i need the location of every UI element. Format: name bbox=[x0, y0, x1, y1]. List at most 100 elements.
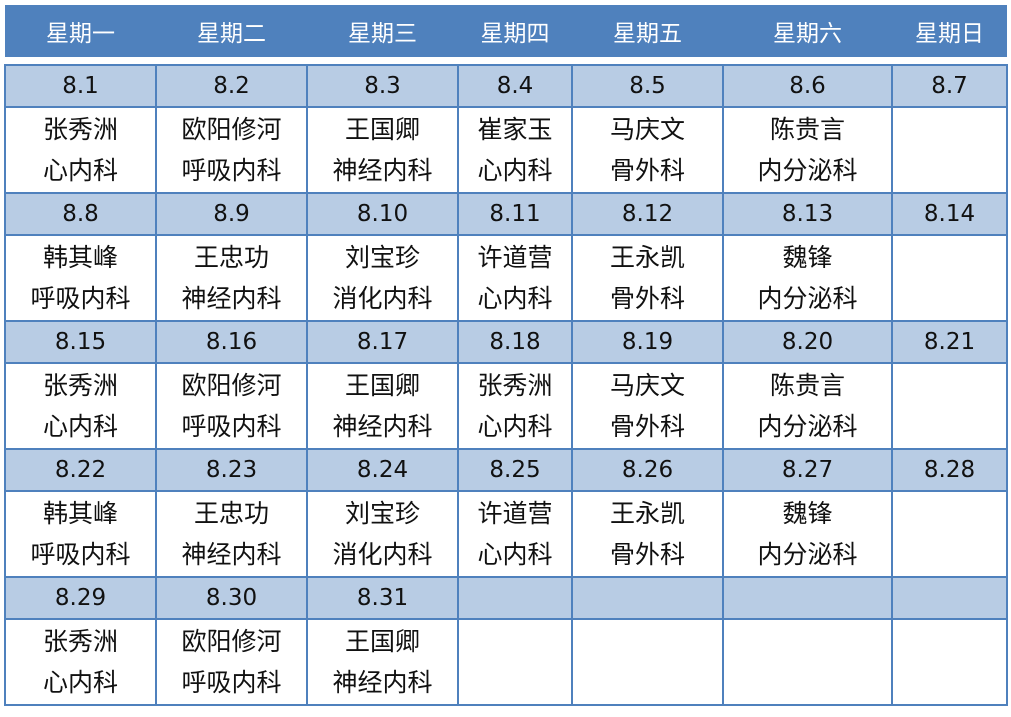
date-cell: 8.27 bbox=[722, 448, 893, 492]
doctor-name: 欧阳修河 bbox=[181, 627, 282, 656]
duty-cell: 张秀洲 心内科 bbox=[4, 362, 157, 450]
duty-cell: 韩其峰 呼吸内科 bbox=[4, 490, 157, 578]
date-row: 8.15 8.16 8.17 8.18 8.19 8.20 8.21 bbox=[4, 320, 1008, 364]
date-cell: 8.24 bbox=[306, 448, 459, 492]
doctor-name: 王忠功 bbox=[193, 243, 269, 272]
department: 神经内科 bbox=[332, 156, 433, 185]
doctor-name: 王国卿 bbox=[344, 627, 420, 656]
date-row: 8.29 8.30 8.31 bbox=[4, 576, 1008, 620]
date-cell: 8.14 bbox=[891, 192, 1008, 236]
duty-cell bbox=[571, 618, 724, 706]
weekday-header: 星期四 bbox=[458, 5, 572, 57]
duty-cell: 欧阳修河 呼吸内科 bbox=[155, 106, 308, 194]
duty-row: 张秀洲 心内科 欧阳修河 呼吸内科 王国卿神经内科 bbox=[4, 618, 1008, 706]
date-cell: 8.18 bbox=[457, 320, 573, 364]
duty-row: 张秀洲 心内科 欧阳修河 呼吸内科 王国卿 神经内科 崔家玉 心内科 马庆文 骨外科 陈贵言 内分泌科 bbox=[4, 106, 1008, 194]
doctor-name: 张秀洲 bbox=[477, 371, 553, 400]
duty-row: 韩其峰呼吸内科 王忠功神经内科 刘宝珍 消化内科 许道营 心内科 王永凯 骨外科 魏锋 内分泌科 bbox=[4, 234, 1008, 322]
department: 心内科 bbox=[477, 540, 553, 569]
department: 呼吸内科 bbox=[181, 412, 282, 441]
doctor-name: 王国卿 bbox=[344, 115, 420, 144]
duty-cell: 陈贵言 内分泌科 bbox=[722, 106, 893, 194]
date-cell bbox=[891, 576, 1008, 620]
duty-cell: 张秀洲 心内科 bbox=[4, 618, 157, 706]
duty-cell bbox=[891, 106, 1008, 194]
date-cell: 8.26 bbox=[571, 448, 724, 492]
duty-cell: 张秀洲 心内科 bbox=[4, 106, 157, 194]
date-cell: 8.30 bbox=[155, 576, 308, 620]
schedule-table: 星期一 星期二 星期三 星期四 星期五 星期六 星期日 8.1 8.2 8.3 8.4 8.5 8.6… bbox=[4, 5, 1008, 706]
date-row: 8.22 8.23 8.24 8.25 8.26 8.27 8.28 bbox=[4, 448, 1008, 492]
doctor-name: 韩其峰 bbox=[42, 243, 118, 272]
duty-cell: 王忠功 神经内科 bbox=[155, 490, 308, 578]
doctor-name: 欧阳修河 bbox=[181, 115, 282, 144]
weekday-header-row: 星期一 星期二 星期三 星期四 星期五 星期六 星期日 bbox=[5, 5, 1007, 57]
date-cell: 8.7 bbox=[891, 64, 1008, 108]
date-cell bbox=[722, 576, 893, 620]
doctor-name: 刘宝珍 bbox=[344, 243, 420, 272]
date-cell: 8.12 bbox=[571, 192, 724, 236]
date-cell: 8.2 bbox=[155, 64, 308, 108]
duty-cell: 刘宝珍 消化内科 bbox=[306, 234, 459, 322]
duty-cell: 许道营 心内科 bbox=[457, 234, 573, 322]
doctor-name: 陈贵言 bbox=[769, 115, 845, 144]
date-cell: 8.31 bbox=[306, 576, 459, 620]
duty-cell: 欧阳修河 呼吸内科 bbox=[155, 362, 308, 450]
doctor-name: 欧阳修河 bbox=[181, 371, 282, 400]
date-cell: 8.9 bbox=[155, 192, 308, 236]
doctor-name: 王忠功 bbox=[193, 499, 269, 528]
department: 心内科 bbox=[42, 156, 118, 185]
duty-cell: 欧阳修河 呼吸内科 bbox=[155, 618, 308, 706]
date-cell: 8.19 bbox=[571, 320, 724, 364]
department: 呼吸内科 bbox=[181, 156, 282, 185]
department: 呼吸内科 bbox=[30, 284, 131, 313]
duty-cell bbox=[891, 234, 1008, 322]
date-cell: 8.29 bbox=[4, 576, 157, 620]
duty-cell: 魏锋 内分泌科 bbox=[722, 490, 893, 578]
duty-cell: 许道营 心内科 bbox=[457, 490, 573, 578]
duty-cell bbox=[722, 618, 893, 706]
department: 内分泌科 bbox=[757, 156, 858, 185]
doctor-name: 魏锋 bbox=[782, 243, 833, 272]
duty-cell: 魏锋 内分泌科 bbox=[722, 234, 893, 322]
duty-cell: 王国卿 神经内科 bbox=[306, 106, 459, 194]
date-cell: 8.16 bbox=[155, 320, 308, 364]
weekday-header: 星期三 bbox=[307, 5, 458, 57]
date-cell: 8.3 bbox=[306, 64, 459, 108]
doctor-name: 马庆文 bbox=[609, 115, 685, 144]
date-cell: 8.8 bbox=[4, 192, 157, 236]
department: 心内科 bbox=[477, 284, 553, 313]
date-cell: 8.23 bbox=[155, 448, 308, 492]
date-cell: 8.1 bbox=[4, 64, 157, 108]
date-cell: 8.10 bbox=[306, 192, 459, 236]
duty-cell: 王国卿 神经内科 bbox=[306, 362, 459, 450]
date-cell: 8.11 bbox=[457, 192, 573, 236]
department: 内分泌科 bbox=[757, 412, 858, 441]
department: 神经内科 bbox=[332, 668, 433, 697]
duty-cell bbox=[891, 618, 1008, 706]
department: 呼吸内科 bbox=[30, 540, 131, 569]
duty-cell: 崔家玉 心内科 bbox=[457, 106, 573, 194]
duty-cell: 马庆文 骨外科 bbox=[571, 106, 724, 194]
doctor-name: 韩其峰 bbox=[42, 499, 118, 528]
duty-row: 张秀洲 心内科 欧阳修河 呼吸内科 王国卿 神经内科 张秀洲 心内科 马庆文 骨外科 陈贵言 内分泌科 bbox=[4, 362, 1008, 450]
doctor-name: 张秀洲 bbox=[42, 115, 118, 144]
duty-cell: 韩其峰 呼吸内科 bbox=[4, 234, 157, 322]
doctor-name: 崔家玉 bbox=[477, 115, 553, 144]
department: 骨外科 bbox=[609, 412, 685, 441]
duty-cell: 张秀洲 心内科 bbox=[457, 362, 573, 450]
date-cell: 8.28 bbox=[891, 448, 1008, 492]
duty-cell bbox=[891, 362, 1008, 450]
doctor-name: 刘宝珍 bbox=[344, 499, 420, 528]
duty-cell bbox=[457, 618, 573, 706]
duty-cell: 王永凯 骨外科 bbox=[571, 234, 724, 322]
doctor-name: 张秀洲 bbox=[42, 627, 118, 656]
date-cell: 8.25 bbox=[457, 448, 573, 492]
date-cell: 8.20 bbox=[722, 320, 893, 364]
date-cell: 8.5 bbox=[571, 64, 724, 108]
department: 骨外科 bbox=[609, 156, 685, 185]
department: 神经内科 bbox=[181, 284, 282, 313]
doctor-name: 王永凯 bbox=[609, 499, 685, 528]
doctor-name: 马庆文 bbox=[609, 371, 685, 400]
department: 神经内科 bbox=[181, 540, 282, 569]
